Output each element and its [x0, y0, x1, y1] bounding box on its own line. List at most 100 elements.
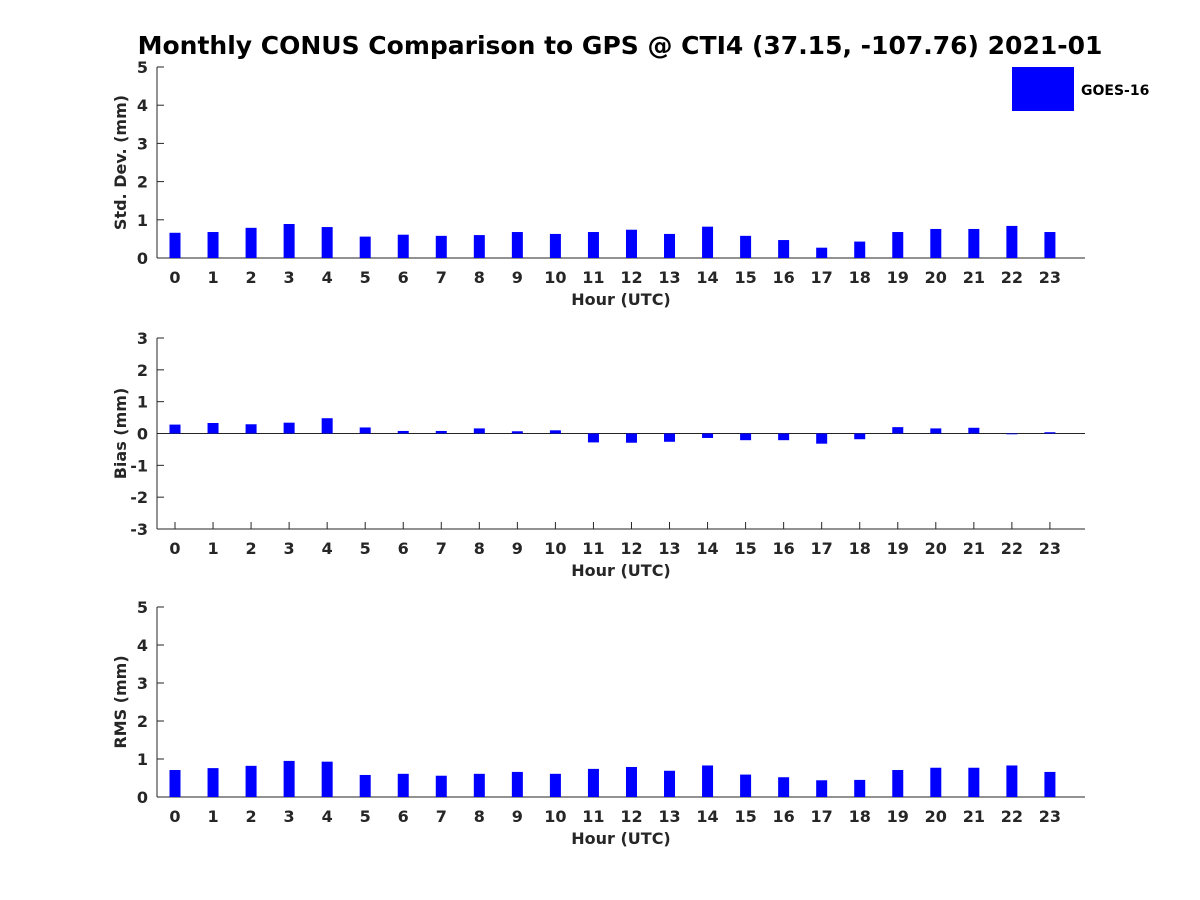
rms-bar [245, 765, 257, 797]
bias-x-tick-label: 13 [658, 539, 680, 558]
bias-bar [1006, 433, 1018, 435]
bias-bar [169, 424, 181, 434]
rms-y-tick-label: 2 [137, 712, 148, 731]
std-dev-bar [702, 226, 714, 258]
std-dev-y-tick-label: 3 [137, 134, 148, 153]
std-dev-x-tick-label: 23 [1039, 268, 1061, 287]
rms-bar [892, 770, 904, 797]
bias-bar [473, 428, 485, 434]
bias-x-tick-label: 0 [169, 539, 180, 558]
std-dev-y-tick-label: 0 [137, 249, 148, 268]
std-dev-x-tick-label: 8 [474, 268, 485, 287]
rms-y-axis-label: RMS (mm) [111, 655, 130, 748]
bias-y-axis-label: Bias (mm) [111, 388, 130, 480]
rms-x-tick-label: 20 [925, 807, 947, 826]
rms-x-tick-label: 17 [811, 807, 833, 826]
rms-x-tick-label: 22 [1001, 807, 1023, 826]
std-dev-bar [854, 241, 866, 258]
std-dev-x-tick-label: 17 [811, 268, 833, 287]
bias-x-axis-label: Hour (UTC) [571, 561, 671, 580]
rms-bar [169, 770, 181, 797]
bias-bar [778, 433, 790, 441]
rms-bar [207, 768, 219, 797]
bias-bar [359, 427, 371, 434]
std-dev-x-tick-label: 19 [887, 268, 909, 287]
std-dev-x-tick-label: 10 [544, 268, 566, 287]
std-dev-bar [778, 240, 790, 258]
rms-bar [587, 768, 599, 797]
legend-swatch [1012, 67, 1074, 111]
rms-x-tick-label: 14 [696, 807, 718, 826]
rms-x-tick-label: 6 [398, 807, 409, 826]
std-dev-x-tick-label: 0 [169, 268, 180, 287]
bias-bar [740, 433, 752, 441]
std-dev-x-tick-label: 7 [436, 268, 447, 287]
bias-y-tick-label: 1 [137, 393, 148, 412]
std-dev-bar [1006, 225, 1018, 258]
std-dev-bar [321, 227, 333, 258]
bias-x-tick-label: 15 [734, 539, 756, 558]
bias-bar [625, 433, 637, 443]
bias-bar [1044, 432, 1056, 434]
bias-bar [854, 433, 866, 440]
rms-x-tick-label: 2 [246, 807, 257, 826]
std-dev-x-tick-label: 22 [1001, 268, 1023, 287]
rms-bar [625, 766, 637, 797]
bias-x-tick-label: 3 [284, 539, 295, 558]
bias-x-tick-label: 9 [512, 539, 523, 558]
rms-y-tick-label: 1 [137, 750, 148, 769]
std-dev-bar [625, 229, 637, 258]
bias-bar [245, 424, 257, 434]
rms-x-tick-label: 8 [474, 807, 485, 826]
bias-x-tick-label: 14 [696, 539, 718, 558]
std-dev-y-tick-label: 1 [137, 211, 148, 230]
legend-label: GOES-16 [1081, 83, 1149, 99]
rms-x-tick-label: 1 [207, 807, 218, 826]
bias-y-tick-label: -3 [130, 520, 148, 539]
std-dev-x-tick-label: 13 [658, 268, 680, 287]
std-dev-x-tick-label: 5 [360, 268, 371, 287]
rms-bar [473, 773, 485, 797]
bias-x-tick-label: 18 [849, 539, 871, 558]
bias-bar [587, 433, 599, 443]
std-dev-x-tick-label: 14 [696, 268, 718, 287]
std-dev-bar [930, 228, 942, 258]
std-dev-x-tick-label: 6 [398, 268, 409, 287]
rms-y-tick-label: 5 [137, 598, 148, 617]
bias-x-tick-label: 17 [811, 539, 833, 558]
bias-bar [816, 433, 828, 444]
std-dev-x-tick-label: 11 [582, 268, 604, 287]
std-dev-bar [892, 232, 904, 258]
std-dev-bar [207, 232, 219, 258]
std-dev-bar [359, 236, 371, 258]
rms-x-tick-label: 5 [360, 807, 371, 826]
std-dev-y-tick-label: 5 [137, 58, 148, 77]
std-dev-x-tick-label: 20 [925, 268, 947, 287]
std-dev-bar [169, 232, 181, 258]
rms-bar [702, 765, 714, 797]
rms-bar [359, 774, 371, 797]
std-dev-y-tick-label: 2 [137, 173, 148, 192]
rms-bar [816, 780, 828, 797]
bias-x-tick-label: 4 [322, 539, 333, 558]
bias-x-tick-label: 6 [398, 539, 409, 558]
bias-y-tick-label: 3 [137, 329, 148, 348]
bias-bar [435, 430, 447, 434]
rms-x-tick-label: 10 [544, 807, 566, 826]
rms-y-tick-label: 3 [137, 674, 148, 693]
rms-x-tick-label: 21 [963, 807, 985, 826]
rms-bar [435, 775, 447, 797]
rms-x-axis-label: Hour (UTC) [571, 829, 671, 848]
bias-bar [283, 422, 295, 434]
bias-x-tick-label: 11 [582, 539, 604, 558]
bias-x-tick-label: 1 [207, 539, 218, 558]
bias-bar [664, 433, 676, 442]
std-dev-bar [549, 233, 561, 258]
std-dev-bar [473, 235, 485, 258]
rms-x-tick-label: 4 [322, 807, 333, 826]
bias-bar [968, 427, 980, 434]
std-dev-x-tick-label: 1 [207, 268, 218, 287]
